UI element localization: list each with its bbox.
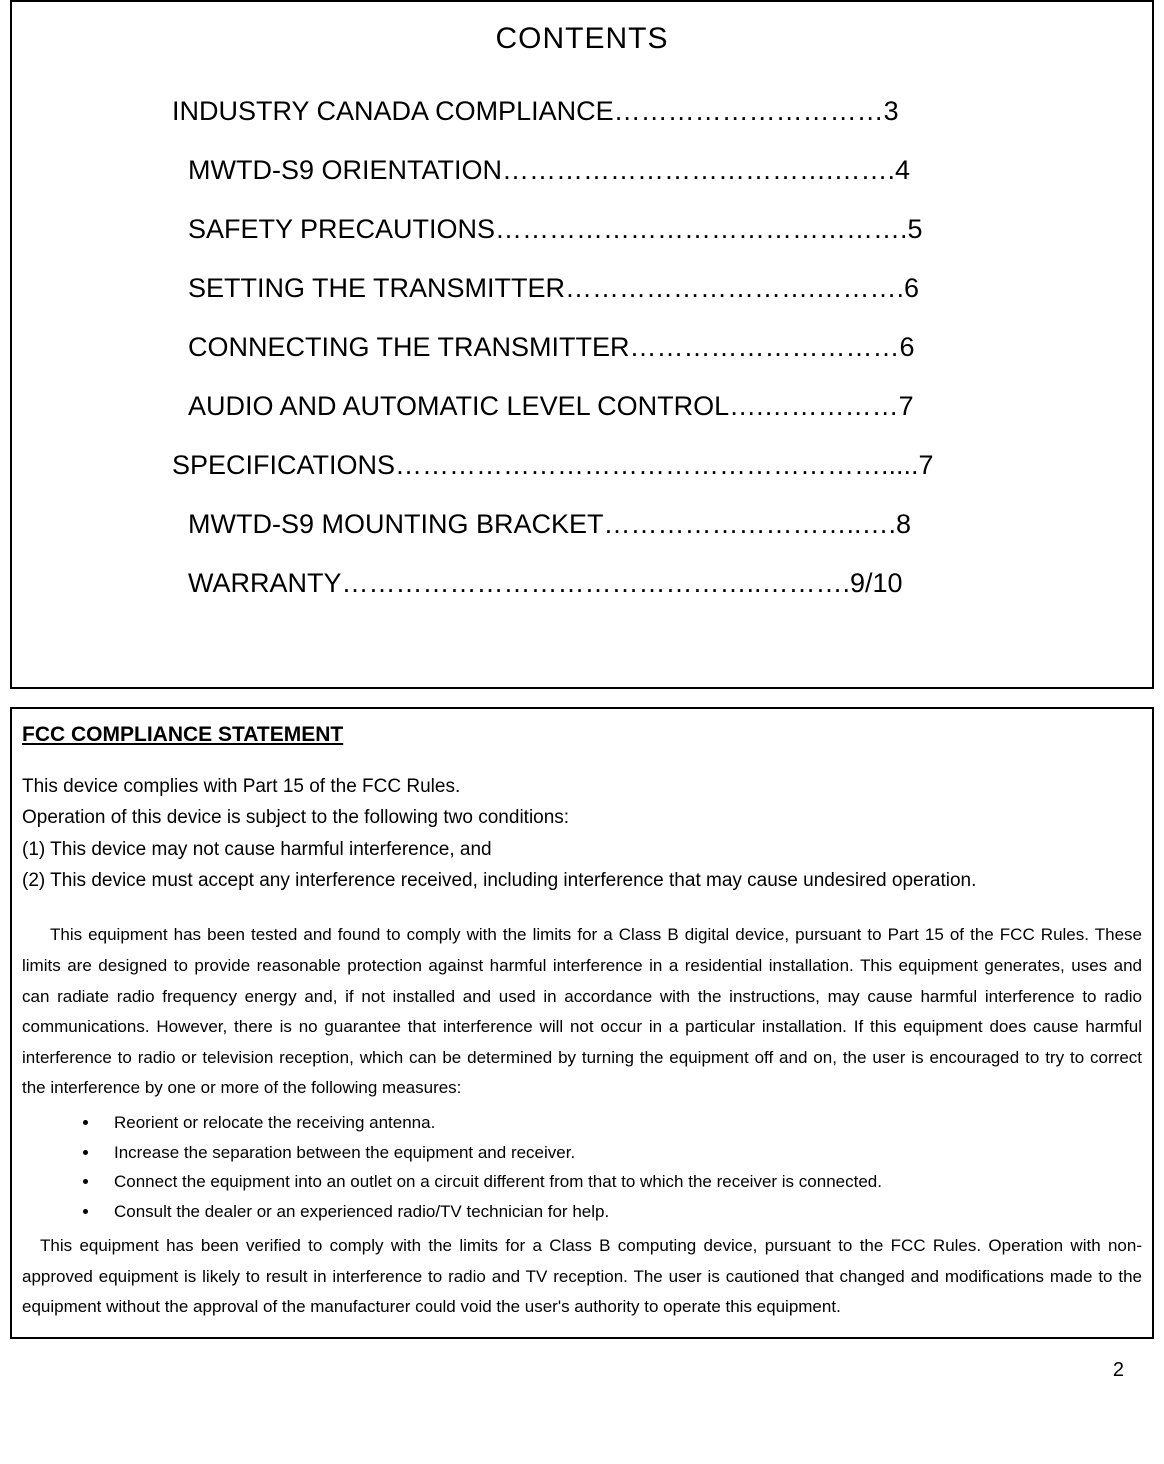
toc-entry: CONNECTING THE TRANSMITTER…………………………6 (172, 332, 1062, 363)
fcc-measure-item: Increase the separation between the equi… (100, 1138, 1142, 1168)
fcc-intro-line: (1) This device may not cause harmful in… (22, 834, 1142, 865)
contents-box: CONTENTS INDUSTRY CANADA COMPLIANCE……………… (10, 0, 1154, 689)
toc-entry: INDUSTRY CANADA COMPLIANCE…………………………3 (172, 96, 1062, 127)
fcc-intro-line: (2) This device must accept any interfer… (22, 865, 1142, 896)
contents-entries: INDUSTRY CANADA COMPLIANCE…………………………3 MWT… (42, 96, 1122, 599)
fcc-body-paragraph: This equipment has been tested and found… (22, 920, 1142, 1104)
toc-entry: SAFETY PRECAUTIONS……………………………………….5 (172, 214, 1062, 245)
fcc-body-paragraph-2: This equipment has been verified to comp… (22, 1231, 1142, 1323)
page-number: 2 (10, 1339, 1154, 1382)
fcc-measures-list: Reorient or relocate the receiving anten… (22, 1108, 1142, 1227)
fcc-measure-item: Reorient or relocate the receiving anten… (100, 1108, 1142, 1138)
toc-entry: MWTD-S9 ORIENTATION……………………………….…….4 (172, 155, 1062, 186)
document-page: CONTENTS INDUSTRY CANADA COMPLIANCE……………… (0, 0, 1164, 1392)
fcc-intro-line: Operation of this device is subject to t… (22, 802, 1142, 833)
fcc-heading: FCC COMPLIANCE STATEMENT (22, 723, 1142, 747)
toc-entry: SPECIFICATIONS……………………………………………….....7 (172, 450, 1062, 481)
toc-entry: MWTD-S9 MOUNTING BRACKET………………………..….8 (172, 509, 1062, 540)
toc-entry: WARRANTY………………………………………..……….9/10 (172, 568, 1062, 599)
fcc-compliance-box: FCC COMPLIANCE STATEMENT This device com… (10, 707, 1154, 1339)
fcc-intro-line: This device complies with Part 15 of the… (22, 771, 1142, 802)
contents-title: CONTENTS (42, 22, 1122, 56)
toc-entry: SETTING THE TRANSMITTER……………………….……….6 (172, 273, 1062, 304)
fcc-intro-block: This device complies with Part 15 of the… (22, 771, 1142, 896)
fcc-measure-item: Consult the dealer or an experienced rad… (100, 1197, 1142, 1227)
fcc-measure-item: Connect the equipment into an outlet on … (100, 1167, 1142, 1197)
toc-entry: AUDIO AND AUTOMATIC LEVEL CONTROL….……………… (172, 391, 1062, 422)
